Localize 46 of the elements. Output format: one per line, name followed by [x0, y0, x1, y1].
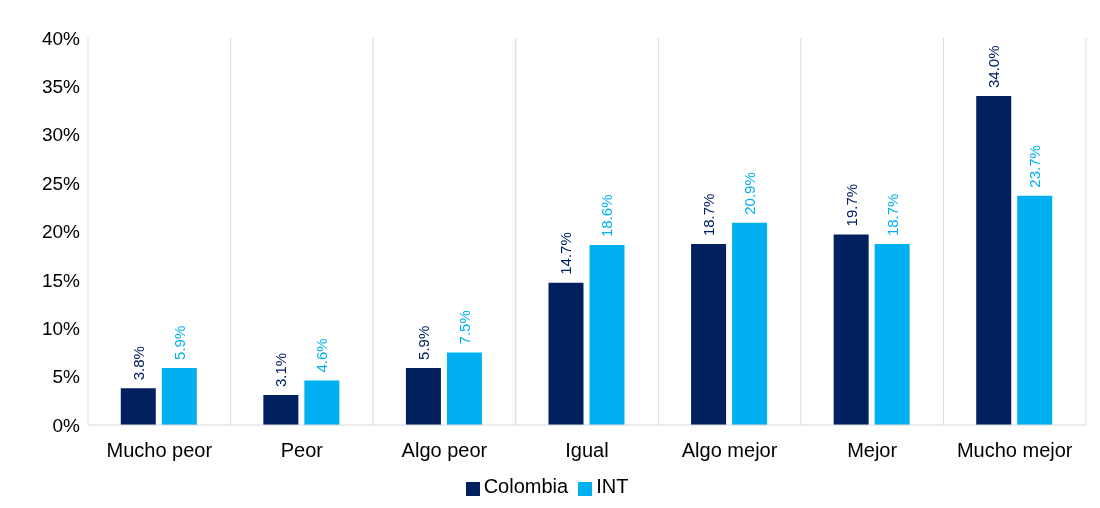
data-label: 34.0% — [985, 45, 1003, 89]
bar — [874, 244, 910, 425]
x-tick-label: Mucho mejor — [956, 439, 1073, 462]
y-tick-label: 15% — [41, 269, 81, 291]
data-label: 5.9% — [170, 325, 188, 360]
data-label: 4.6% — [313, 338, 331, 373]
x-tick-label: Algo mejor — [681, 439, 778, 462]
x-tick-label: Peor — [280, 439, 324, 462]
x-tick-label: Mucho peor — [106, 439, 213, 462]
bar — [691, 244, 727, 425]
data-label: 23.7% — [1026, 145, 1044, 188]
y-tick-label: 20% — [41, 221, 81, 243]
y-tick-label: 0% — [52, 414, 81, 436]
data-label: 14.7% — [557, 232, 575, 275]
y-tick-label: 40% — [41, 27, 81, 49]
y-tick-label: 10% — [41, 317, 81, 339]
bar — [976, 96, 1012, 425]
legend-label: Colombia — [483, 475, 569, 497]
data-label: 18.7% — [883, 193, 901, 237]
x-tick-label: Mejor — [847, 439, 898, 462]
bar — [120, 388, 156, 425]
bar — [548, 282, 584, 425]
x-tick-label: Algo peor — [401, 439, 488, 462]
bar — [589, 245, 625, 425]
y-tick-label: 35% — [41, 76, 81, 98]
bar — [446, 352, 482, 425]
data-label: 3.8% — [129, 346, 147, 381]
data-label: 18.7% — [700, 193, 718, 237]
data-label: 5.9% — [414, 325, 432, 360]
y-tick-label: 5% — [52, 366, 81, 388]
x-tick-label: Igual — [565, 439, 609, 462]
data-label: 3.1% — [272, 352, 290, 388]
data-label: 18.6% — [598, 194, 616, 238]
bar — [161, 367, 197, 425]
bar — [732, 222, 768, 425]
bar — [833, 234, 869, 425]
bar — [1017, 195, 1053, 425]
data-label: 19.7% — [842, 183, 860, 227]
legend-label: INT — [596, 475, 629, 497]
bar — [405, 367, 441, 425]
data-label: 20.9% — [741, 172, 759, 215]
y-tick-label: 25% — [41, 172, 81, 194]
bar — [304, 380, 340, 425]
data-label: 7.5% — [455, 310, 473, 345]
y-tick-label: 30% — [41, 124, 81, 146]
bar — [263, 395, 299, 425]
